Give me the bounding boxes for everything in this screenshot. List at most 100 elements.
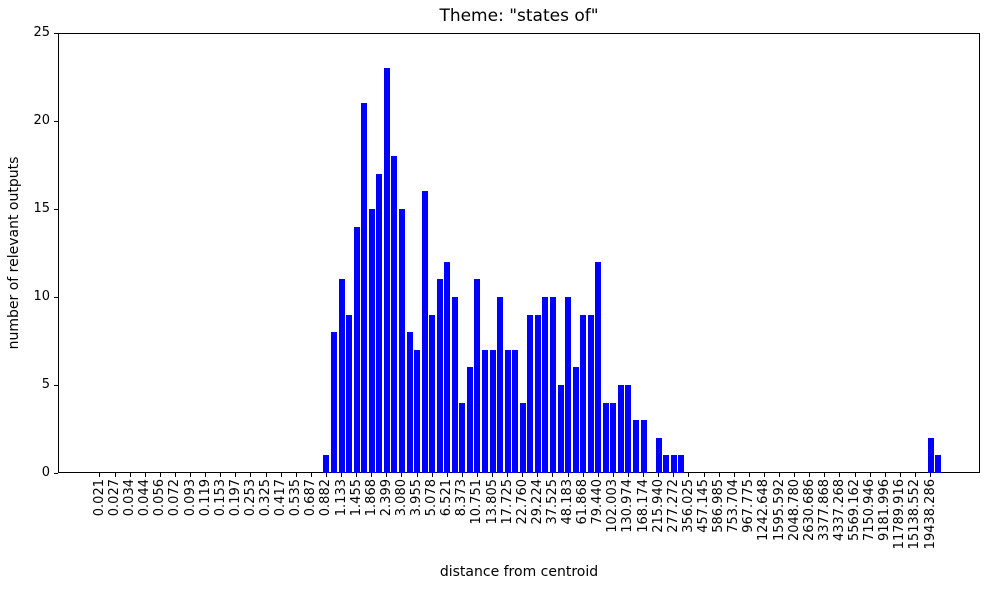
x-tick — [265, 473, 267, 477]
x-tick — [431, 473, 433, 477]
bar-bin-69 — [617, 385, 624, 473]
bar-bin-110 — [927, 437, 934, 473]
bar-bin-45 — [436, 279, 443, 473]
x-tick — [899, 473, 901, 477]
bar-bin-41 — [406, 332, 413, 473]
x-tick — [144, 473, 146, 477]
x-tick — [914, 473, 916, 477]
x-tick-label: 0.687 — [303, 479, 319, 517]
x-tick — [114, 473, 116, 477]
x-tick — [612, 473, 614, 477]
x-tick-label: 0.153 — [212, 479, 228, 517]
x-tick — [809, 473, 811, 477]
bar-bin-48 — [459, 402, 466, 473]
x-tick — [839, 473, 841, 477]
bar-bin-44 — [429, 314, 436, 473]
x-tick — [733, 473, 735, 477]
y-tick-label: 5 — [41, 377, 50, 392]
x-tick — [673, 473, 675, 477]
y-tick — [54, 384, 58, 386]
x-tick-label: 1.868 — [363, 479, 379, 517]
x-tick — [129, 473, 131, 477]
bar-bin-42 — [414, 349, 421, 473]
chart-title: Theme: "states of" — [439, 6, 599, 26]
bar-bin-62 — [565, 297, 572, 473]
x-tick — [235, 473, 237, 477]
x-tick — [446, 473, 448, 477]
bar-bin-54 — [504, 349, 511, 473]
x-axis-label: distance from centroid — [439, 564, 599, 580]
x-tick-label: 13.805 — [484, 479, 500, 525]
y-tick — [54, 208, 58, 210]
bar-bin-46 — [444, 261, 451, 473]
y-tick-label: 15 — [33, 201, 50, 216]
x-tick — [205, 473, 207, 477]
y-tick-label: 10 — [33, 289, 50, 304]
x-tick-label: 48.183 — [560, 479, 576, 525]
x-tick-label: 356.025 — [680, 479, 696, 533]
bar-bin-57 — [527, 314, 534, 473]
x-tick-label: 6.521 — [439, 479, 455, 517]
x-tick-label: 4337.268 — [831, 479, 847, 542]
bar-bin-66 — [595, 261, 602, 473]
bar-bin-40 — [398, 209, 405, 473]
x-tick-label: 0.197 — [227, 479, 243, 517]
x-tick-label: 1.455 — [348, 479, 364, 517]
x-tick-label: 37.525 — [544, 479, 560, 525]
x-tick — [341, 473, 343, 477]
bar-bin-70 — [625, 385, 632, 473]
bar-bin-72 — [640, 420, 647, 473]
bar-bin-111 — [935, 455, 942, 473]
x-tick — [250, 473, 252, 477]
x-tick-label: 8.373 — [454, 479, 470, 517]
x-tick-label: 22.760 — [514, 479, 530, 525]
x-tick — [748, 473, 750, 477]
x-tick-label: 79.440 — [590, 479, 606, 525]
x-tick — [371, 473, 373, 477]
x-tick — [794, 473, 796, 477]
x-tick-label: 0.325 — [258, 479, 274, 517]
bar-bin-52 — [489, 349, 496, 473]
x-tick-label: 10.751 — [469, 479, 485, 525]
bar-bin-43 — [421, 191, 428, 473]
x-tick-label: 0.056 — [152, 479, 168, 517]
x-tick — [597, 473, 599, 477]
bar-bin-37 — [376, 173, 383, 473]
x-tick-label: 0.882 — [318, 479, 334, 517]
bar-bin-74 — [655, 437, 662, 473]
x-tick-label: 0.119 — [197, 479, 213, 517]
x-tick-label: 11789.916 — [892, 479, 908, 550]
x-tick-label: 3.080 — [393, 479, 409, 517]
x-tick — [824, 473, 826, 477]
x-tick-label: 457.145 — [696, 479, 711, 533]
x-tick — [688, 473, 690, 477]
x-tick-label: 19438.286 — [922, 479, 938, 550]
x-tick — [930, 473, 932, 477]
bar-bin-50 — [474, 279, 481, 473]
x-tick-label: 586.985 — [711, 479, 727, 533]
y-tick — [54, 296, 58, 298]
x-tick — [507, 473, 509, 477]
x-tick-label: 0.021 — [91, 479, 107, 517]
bar-bin-71 — [633, 420, 640, 473]
bar-bin-51 — [482, 349, 489, 473]
bar-bin-32 — [338, 279, 345, 473]
x-tick — [627, 473, 629, 477]
x-tick-label: 0.034 — [122, 479, 138, 517]
y-tick-label: 20 — [33, 113, 50, 128]
x-tick-label: 15138.552 — [907, 479, 923, 550]
y-tick — [54, 32, 58, 34]
x-tick — [220, 473, 222, 477]
x-tick — [159, 473, 161, 477]
bar-bin-77 — [678, 455, 685, 473]
x-tick — [310, 473, 312, 477]
x-tick — [552, 473, 554, 477]
x-tick-label: 0.417 — [273, 479, 289, 517]
x-tick-label: 215.940 — [650, 479, 666, 533]
bar-bin-47 — [451, 297, 458, 473]
x-tick-label: 0.535 — [288, 479, 304, 517]
bar-bin-31 — [330, 332, 337, 473]
bar-bin-30 — [323, 455, 330, 473]
y-axis-label: number of relevant outputs — [6, 156, 22, 350]
